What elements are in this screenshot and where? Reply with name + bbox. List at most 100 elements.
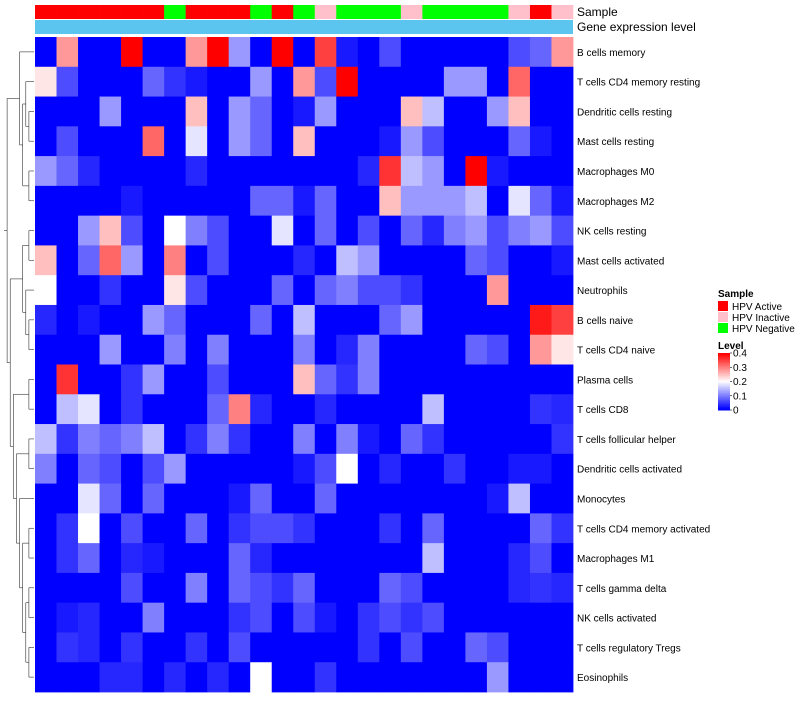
- heatmap-cell: [314, 662, 337, 693]
- heatmap-cell: [357, 364, 380, 395]
- heatmap-cell: [379, 304, 402, 336]
- heatmap-cell: [400, 394, 423, 425]
- heatmap-cell: [228, 215, 251, 246]
- heatmap-cell: [164, 453, 187, 484]
- heatmap-cell: [400, 424, 423, 455]
- heatmap-cell: [121, 543, 143, 574]
- heatmap-cell: [121, 483, 143, 514]
- heatmap-cell: [35, 394, 57, 425]
- heatmap-cell: [185, 245, 208, 276]
- heatmap-cell: [228, 513, 251, 544]
- heatmap-cell: [379, 37, 402, 68]
- heatmap-cell: [56, 394, 79, 425]
- heatmap-cell: [465, 602, 488, 633]
- heatmap-cell: [121, 245, 143, 276]
- heatmap-cells: [35, 37, 574, 693]
- heatmap-cell: [379, 215, 402, 246]
- heatmap-cell: [529, 275, 552, 306]
- heatmap-cell: [379, 394, 402, 425]
- legend-level-gradient-step: [718, 391, 730, 394]
- legend-level-gradient-step: [718, 371, 730, 374]
- heatmap-cell: [357, 185, 380, 217]
- heatmap-cell: [551, 334, 574, 365]
- heatmap-cell: [271, 602, 294, 633]
- heatmap-cell: [465, 453, 488, 484]
- heatmap-cell: [486, 424, 509, 455]
- heatmap-cell: [99, 483, 122, 514]
- heatmap-cell: [207, 662, 230, 693]
- heatmap-cell: [185, 572, 208, 604]
- heatmap-cell: [314, 96, 337, 127]
- heatmap-cell: [400, 602, 423, 633]
- heatmap-cell: [357, 96, 380, 127]
- heatmap-cell: [314, 364, 337, 395]
- legend-level-gradient-step: [718, 367, 730, 370]
- heatmap-cell: [508, 483, 531, 514]
- heatmap-cell: [164, 483, 187, 514]
- sample-annotation-cell: [78, 5, 100, 19]
- heatmap-cell: [56, 632, 79, 663]
- heatmap-cell: [336, 215, 359, 246]
- heatmap-cell: [250, 185, 273, 217]
- heatmap-cell: [228, 632, 251, 663]
- heatmap-cell: [443, 572, 466, 604]
- heatmap-cell: [293, 572, 316, 604]
- heatmap-cell: [529, 364, 552, 395]
- heatmap-cell: [336, 543, 359, 574]
- heatmap-cell: [250, 304, 273, 336]
- heatmap-cell: [314, 394, 337, 425]
- heatmap-cell: [508, 602, 531, 633]
- heatmap-cell: [400, 364, 423, 395]
- heatmap-cell: [422, 662, 445, 693]
- row-label: Eosinophils: [577, 673, 628, 684]
- row-label: B cells memory: [577, 48, 645, 59]
- heatmap-cell: [185, 215, 208, 246]
- heatmap-cell: [379, 424, 402, 455]
- heatmap-cell: [35, 602, 57, 633]
- heatmap-cell: [508, 543, 531, 574]
- heatmap-cell: [121, 126, 143, 157]
- heatmap-cell: [271, 543, 294, 574]
- row-label: Monocytes: [577, 494, 625, 505]
- heatmap-cell: [314, 543, 337, 574]
- heatmap-cell: [443, 126, 466, 157]
- heatmap-cell: [250, 424, 273, 455]
- heatmap-cell: [379, 483, 402, 514]
- legend-level-gradient-step: [718, 353, 730, 355]
- heatmap-cell: [336, 662, 359, 693]
- heatmap-cell: [400, 483, 423, 514]
- heatmap-cell: [142, 275, 165, 306]
- heatmap-cell: [56, 96, 79, 127]
- heatmap-cell: [164, 66, 187, 97]
- heatmap-cell: [529, 304, 552, 336]
- heatmap-cell: [336, 66, 359, 97]
- heatmap-cell: [508, 185, 531, 217]
- heatmap-cell: [551, 572, 574, 604]
- heatmap-cell: [164, 602, 187, 633]
- heatmap-cell: [379, 245, 402, 276]
- heatmap-cell: [250, 156, 273, 187]
- legend-level-gradient-step: [718, 395, 730, 398]
- heatmap-cell: [379, 126, 402, 157]
- row-label: NK cells resting: [577, 227, 646, 238]
- heatmap-cell: [228, 245, 251, 276]
- heatmap-cell: [78, 96, 100, 127]
- heatmap-cell: [336, 632, 359, 663]
- heatmap-cell: [271, 304, 294, 336]
- heatmap-cell: [465, 513, 488, 544]
- heatmap-cell: [142, 334, 165, 365]
- legend-sample-label: HPV Active: [732, 302, 782, 313]
- row-label: Macrophages M2: [577, 197, 655, 208]
- heatmap-cell: [56, 572, 79, 604]
- heatmap-cell: [271, 513, 294, 544]
- heatmap-cell: [551, 483, 574, 514]
- sample-annotation-cell: [529, 5, 552, 19]
- heatmap-cell: [379, 662, 402, 693]
- heatmap-cell: [357, 37, 380, 68]
- heatmap-cell: [529, 185, 552, 217]
- heatmap-cell: [508, 126, 531, 157]
- legend-level-gradient-step: [718, 370, 730, 373]
- legend-level-gradient-step: [718, 401, 730, 404]
- sample-annotation-cell: [336, 5, 359, 19]
- heatmap-cell: [185, 453, 208, 484]
